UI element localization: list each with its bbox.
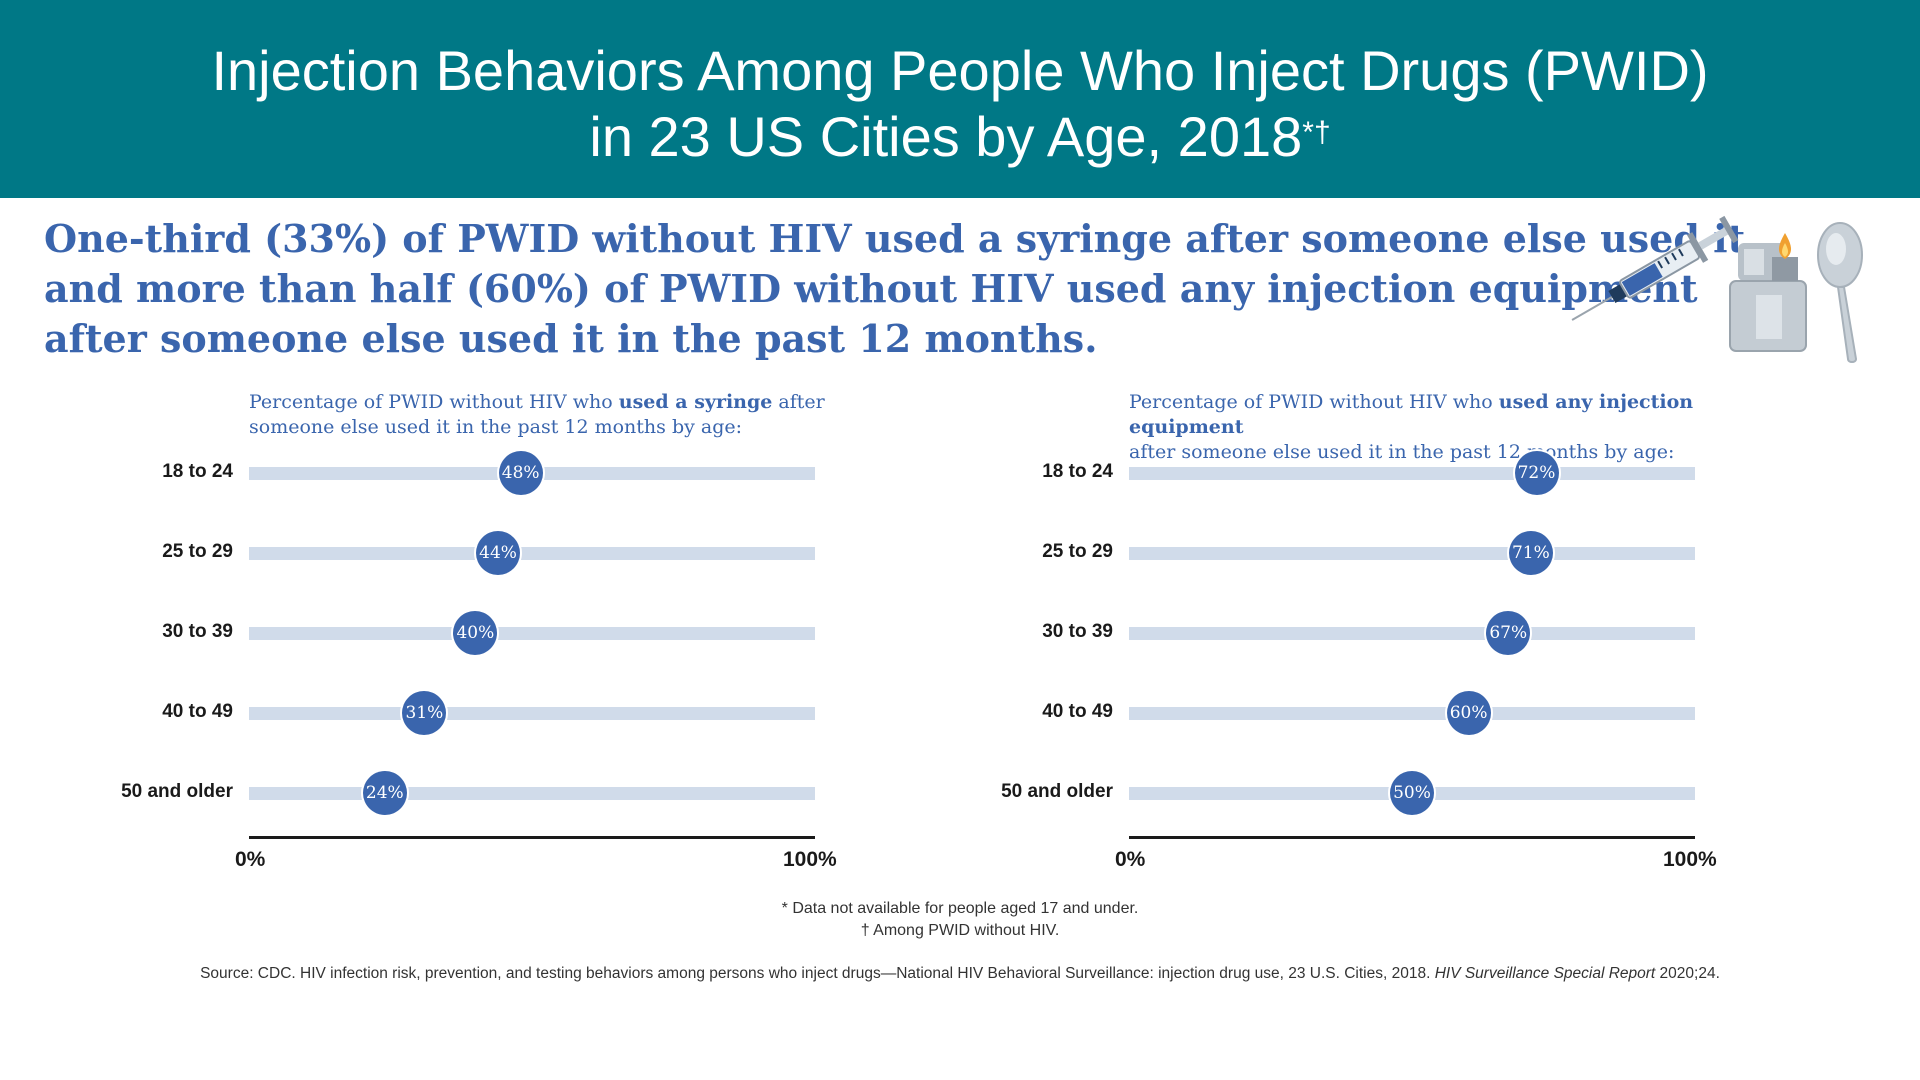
chart-2-plot: 18 to 24 72% 25 to 29 71% 30 to 39 67% 40 to 4… — [880, 390, 1780, 871]
x-tick-label-max: 100% — [1663, 848, 1717, 871]
category-label: 50 and older — [121, 781, 233, 802]
bar-track — [249, 787, 815, 800]
source-tail: 2020;24. — [1655, 965, 1720, 982]
footnote-hiv: † Among PWID without HIV. — [860, 922, 1060, 939]
value-marker: 71% — [1508, 531, 1553, 575]
headline: One-third (33%) of PWID without HIV used… — [44, 214, 1746, 364]
headline-line-2: and more than half (60%) of PWID without… — [44, 266, 1698, 311]
footnote-age: * Data not available for people aged 17 … — [781, 900, 1139, 917]
title-banner: Injection Behaviors Among People Who Inj… — [0, 0, 1920, 198]
chart-1-title-bold: used a syringe — [618, 391, 773, 413]
x-axis-line — [249, 836, 815, 839]
value-marker: 24% — [362, 771, 407, 815]
syringe-icon — [1571, 215, 1739, 321]
chart-1-title-pre: Percentage of PWID without HIV who — [249, 391, 619, 413]
footnotes: * Data not available for people aged 17 … — [0, 898, 1920, 942]
bar-track — [1129, 627, 1695, 640]
chart-1-title: Percentage of PWID without HIV who used … — [249, 390, 869, 440]
bar-track — [1129, 467, 1695, 480]
value-marker: 40% — [453, 611, 498, 655]
chart-2-title: Percentage of PWID without HIV who used … — [1129, 390, 1749, 465]
title-line-1: Injection Behaviors Among People Who Inj… — [211, 39, 1709, 102]
equipment-sharing-chart: Percentage of PWID without HIV who used … — [880, 390, 1780, 871]
category-label: 25 to 29 — [1042, 541, 1113, 562]
lighter-icon — [1729, 233, 1807, 352]
chart-2-title-pre: Percentage of PWID without HIV who — [1129, 391, 1499, 413]
chart-1-plot: 18 to 24 48% 25 to 29 44% 30 to 39 40% 40 to 4… — [0, 390, 900, 871]
value-marker: 44% — [476, 531, 521, 575]
headline-line-3: after someone else used it in the past 1… — [44, 316, 1098, 361]
x-axis-line — [1129, 836, 1695, 839]
source-text: Source: CDC. HIV infection risk, prevent… — [200, 965, 1435, 982]
value-marker: 60% — [1446, 691, 1491, 735]
title-line-2: in 23 US Cities by Age, 2018 — [589, 105, 1303, 168]
category-label: 25 to 29 — [162, 541, 233, 562]
source-citation: Source: CDC. HIV infection risk, prevent… — [0, 965, 1920, 983]
chart-1-title-line-2: someone else used it in the past 12 mont… — [249, 416, 743, 438]
value-marker: 31% — [402, 691, 447, 735]
category-label: 30 to 39 — [162, 621, 233, 642]
category-label: 18 to 24 — [162, 461, 233, 482]
syringe-sharing-chart: Percentage of PWID without HIV who used … — [0, 390, 900, 871]
page-title: Injection Behaviors Among People Who Inj… — [0, 0, 1920, 170]
value-marker: 67% — [1486, 611, 1531, 655]
category-label: 50 and older — [1001, 781, 1113, 802]
category-label: 18 to 24 — [1042, 461, 1113, 482]
bar-track — [249, 547, 815, 560]
value-marker: 48% — [498, 451, 543, 495]
drug-equipment-illustration — [1571, 215, 1863, 363]
source-journal: HIV Surveillance Special Report — [1434, 965, 1656, 982]
value-marker: 72% — [1514, 451, 1559, 495]
bar-track — [249, 707, 815, 720]
x-tick-label-min: 0% — [1115, 848, 1146, 871]
spoon-icon — [1817, 222, 1863, 363]
title-footnote-marks: *† — [1302, 116, 1331, 149]
x-tick-label-max: 100% — [783, 848, 837, 871]
bar-track — [1129, 707, 1695, 720]
category-label: 40 to 49 — [162, 701, 233, 722]
bar-track — [1129, 547, 1695, 560]
category-label: 30 to 39 — [1042, 621, 1113, 642]
category-label: 40 to 49 — [1042, 701, 1113, 722]
x-tick-label-min: 0% — [235, 848, 266, 871]
headline-line-1: One-third (33%) of PWID without HIV used… — [44, 216, 1746, 261]
value-marker: 50% — [1390, 771, 1434, 815]
chart-2-title-bold: used any injection equipment — [1129, 391, 1694, 438]
chart-1-title-post: after — [772, 391, 825, 413]
bar-track — [249, 627, 815, 640]
